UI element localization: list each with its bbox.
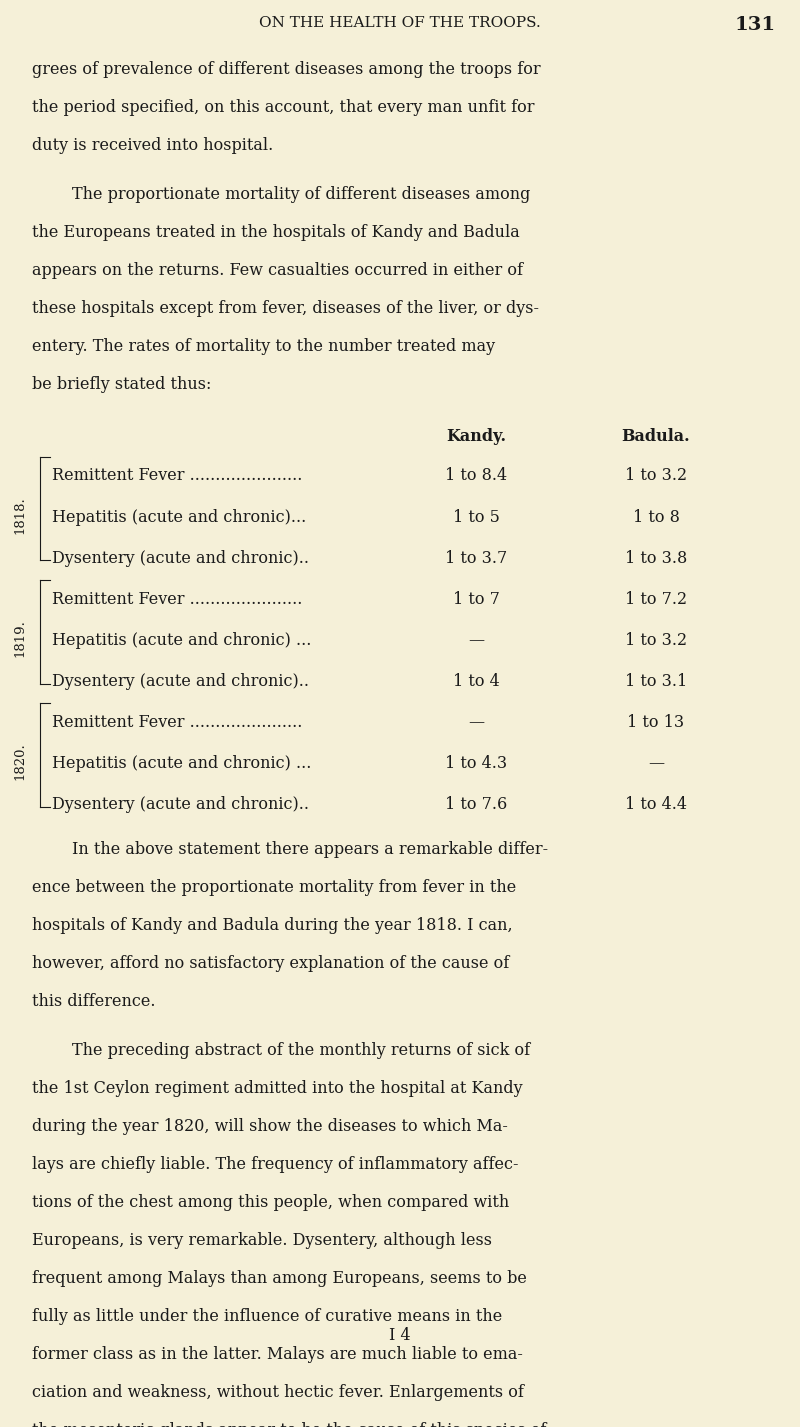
Text: during the year 1820, will show the diseases to which Ma-: during the year 1820, will show the dise… — [32, 1119, 508, 1136]
Text: In the above statement there appears a remarkable differ-: In the above statement there appears a r… — [72, 842, 548, 859]
Text: ON THE HEALTH OF THE TROOPS.: ON THE HEALTH OF THE TROOPS. — [259, 16, 541, 30]
Text: Hepatitis (acute and chronic)...: Hepatitis (acute and chronic)... — [52, 508, 306, 525]
Text: the Europeans treated in the hospitals of Kandy and Badula: the Europeans treated in the hospitals o… — [32, 224, 520, 241]
Text: 1 to 8: 1 to 8 — [633, 508, 679, 525]
Text: hospitals of Kandy and Badula during the year 1818. I can,: hospitals of Kandy and Badula during the… — [32, 918, 513, 935]
Text: Dysentery (acute and chronic)..: Dysentery (acute and chronic).. — [52, 796, 309, 813]
Text: Remittent Fever ......................: Remittent Fever ...................... — [52, 714, 302, 731]
Text: —: — — [468, 714, 484, 731]
Text: ciation and weakness, without hectic fever. Enlargements of: ciation and weakness, without hectic fev… — [32, 1384, 524, 1401]
Text: duty is received into hospital.: duty is received into hospital. — [32, 137, 274, 154]
Text: 1819.: 1819. — [14, 619, 26, 658]
Text: 1 to 7.6: 1 to 7.6 — [445, 796, 507, 813]
Text: the 1st Ceylon regiment admitted into the hospital at Kandy: the 1st Ceylon regiment admitted into th… — [32, 1080, 522, 1097]
Text: be briefly stated thus:: be briefly stated thus: — [32, 375, 211, 392]
Text: fully as little under the influence of curative means in the: fully as little under the influence of c… — [32, 1309, 502, 1326]
Text: tions of the chest among this people, when compared with: tions of the chest among this people, wh… — [32, 1194, 510, 1212]
Text: frequent among Malays than among Europeans, seems to be: frequent among Malays than among Europea… — [32, 1270, 527, 1287]
Text: 1 to 8.4: 1 to 8.4 — [445, 468, 507, 485]
Text: —: — — [648, 755, 664, 772]
Text: this difference.: this difference. — [32, 993, 155, 1010]
Text: 131: 131 — [735, 16, 776, 34]
Text: ence between the proportionate mortality from fever in the: ence between the proportionate mortality… — [32, 879, 516, 896]
Text: 1 to 3.1: 1 to 3.1 — [625, 672, 687, 689]
Text: Remittent Fever ......................: Remittent Fever ...................... — [52, 591, 302, 608]
Text: I 4: I 4 — [389, 1327, 411, 1344]
Text: Kandy.: Kandy. — [446, 428, 506, 445]
Text: 1 to 7.2: 1 to 7.2 — [625, 591, 687, 608]
Text: —: — — [468, 632, 484, 649]
Text: Dysentery (acute and chronic)..: Dysentery (acute and chronic).. — [52, 549, 309, 567]
Text: Europeans, is very remarkable. Dysentery, although less: Europeans, is very remarkable. Dysentery… — [32, 1233, 492, 1250]
Text: 1 to 3.8: 1 to 3.8 — [625, 549, 687, 567]
Text: Dysentery (acute and chronic)..: Dysentery (acute and chronic).. — [52, 672, 309, 689]
Text: 1 to 7: 1 to 7 — [453, 591, 499, 608]
Text: these hospitals except from fever, diseases of the liver, or dys-: these hospitals except from fever, disea… — [32, 300, 539, 317]
Text: Badula.: Badula. — [622, 428, 690, 445]
Text: 1 to 3.2: 1 to 3.2 — [625, 468, 687, 485]
Text: 1 to 5: 1 to 5 — [453, 508, 499, 525]
Text: 1 to 3.7: 1 to 3.7 — [445, 549, 507, 567]
Text: appears on the returns. Few casualties occurred in either of: appears on the returns. Few casualties o… — [32, 263, 523, 278]
Text: 1 to 4: 1 to 4 — [453, 672, 499, 689]
Text: 1 to 4.3: 1 to 4.3 — [445, 755, 507, 772]
Text: the mesenteric glands appear to be the cause of this species of: the mesenteric glands appear to be the c… — [32, 1423, 546, 1427]
Text: Hepatitis (acute and chronic) ...: Hepatitis (acute and chronic) ... — [52, 632, 311, 649]
Text: 1 to 3.2: 1 to 3.2 — [625, 632, 687, 649]
Text: Remittent Fever ......................: Remittent Fever ...................... — [52, 468, 302, 485]
Text: grees of prevalence of different diseases among the troops for: grees of prevalence of different disease… — [32, 61, 541, 78]
Text: former class as in the latter. Malays are much liable to ema-: former class as in the latter. Malays ar… — [32, 1347, 523, 1363]
Text: 1 to 4.4: 1 to 4.4 — [625, 796, 687, 813]
Text: Hepatitis (acute and chronic) ...: Hepatitis (acute and chronic) ... — [52, 755, 311, 772]
Text: 1818.: 1818. — [14, 497, 26, 534]
Text: however, afford no satisfactory explanation of the cause of: however, afford no satisfactory explanat… — [32, 956, 510, 972]
Text: entery. The rates of mortality to the number treated may: entery. The rates of mortality to the nu… — [32, 338, 495, 355]
Text: The preceding abstract of the monthly returns of sick of: The preceding abstract of the monthly re… — [72, 1042, 530, 1059]
Text: 1820.: 1820. — [14, 742, 26, 781]
Text: The proportionate mortality of different diseases among: The proportionate mortality of different… — [72, 186, 530, 203]
Text: lays are chiefly liable. The frequency of inflammatory affec-: lays are chiefly liable. The frequency o… — [32, 1156, 518, 1173]
Text: 1 to 13: 1 to 13 — [627, 714, 685, 731]
Text: the period specified, on this account, that every man unfit for: the period specified, on this account, t… — [32, 98, 534, 116]
